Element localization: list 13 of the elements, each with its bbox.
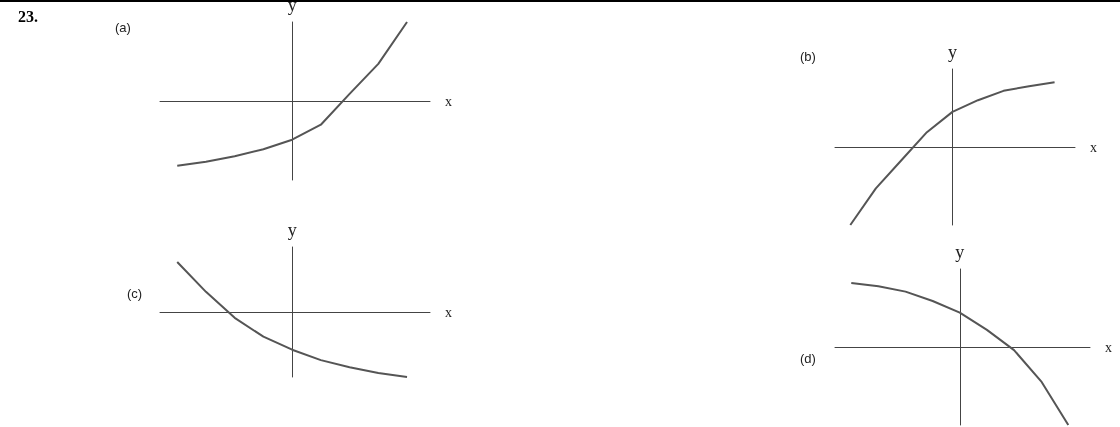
y-axis-title: y (955, 242, 965, 262)
x-axis-title: x (1090, 139, 1097, 155)
text: (c) (127, 286, 143, 301)
chart-title: (a) (115, 20, 131, 35)
x-axis-title: x (445, 304, 452, 320)
y-axis-title: y (947, 42, 957, 62)
chart-title: (b) (800, 49, 816, 64)
y-axis-title: y (287, 0, 297, 15)
text: 23. (18, 7, 38, 25)
x-axis-title: x (1105, 339, 1112, 355)
text: (d) (800, 351, 816, 366)
y-axis-title: y (287, 220, 297, 240)
x-axis-title: x (445, 93, 452, 109)
